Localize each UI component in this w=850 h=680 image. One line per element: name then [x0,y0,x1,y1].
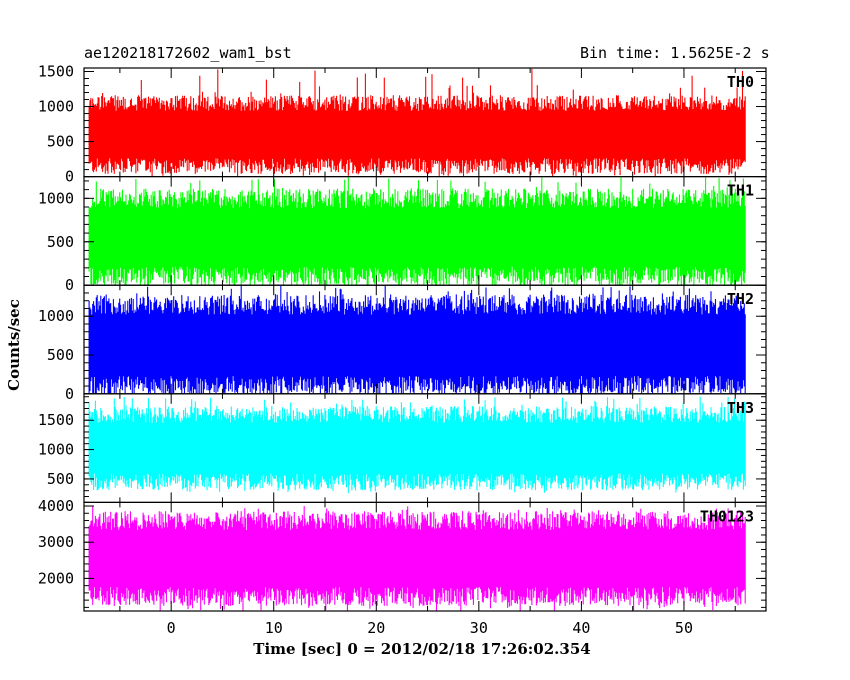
plot-title: ae120218172602_wam1_bst [84,44,292,62]
y-tick-label: 1000 [38,98,74,116]
series-th3-trace [88,396,746,494]
series-th0123-trace [88,506,746,611]
panel-label-th0: TH0 [727,73,754,91]
x-tick-label: 10 [265,619,283,637]
y-tick-label: 3000 [38,533,74,551]
y-tick-label: 1000 [38,189,74,207]
y-tick-label: 1500 [38,63,74,81]
y-tick-label: 0 [65,276,74,294]
y-tick-label: 1000 [38,307,74,325]
y-tick-label: 500 [47,470,74,488]
y-tick-label: 4000 [38,497,74,515]
bin-time-label: Bin time: 1.5625E-2 s [580,44,770,62]
series-th0-trace [88,68,746,177]
series-th1-trace [88,176,746,286]
y-tick-label: 500 [47,346,74,364]
y-tick-label: 500 [47,233,74,251]
panel-label-th2: TH2 [727,290,754,308]
panel-frame-th0123 [83,501,767,612]
x-tick-label: 0 [167,619,176,637]
y-tick-label: 500 [47,133,74,151]
x-tick-label: 40 [572,619,590,637]
x-tick-label: 20 [367,619,385,637]
y-tick-label: 1500 [38,411,74,429]
x-tick-label: 30 [470,619,488,637]
series-th2-trace [88,285,746,394]
panel-label-th3: TH3 [727,399,754,417]
y-tick-label: 0 [65,168,74,186]
panel-label-th0123: TH0123 [700,507,754,525]
panel-label-th1: TH1 [727,182,754,200]
y-tick-label: 2000 [38,569,74,587]
y-tick-label: 1000 [38,441,74,459]
x-axis-label: Time [sec] 0 = 2012/02/18 17:26:02.354 [253,640,591,658]
y-tick-label: 0 [65,385,74,403]
x-tick-label: 50 [675,619,693,637]
